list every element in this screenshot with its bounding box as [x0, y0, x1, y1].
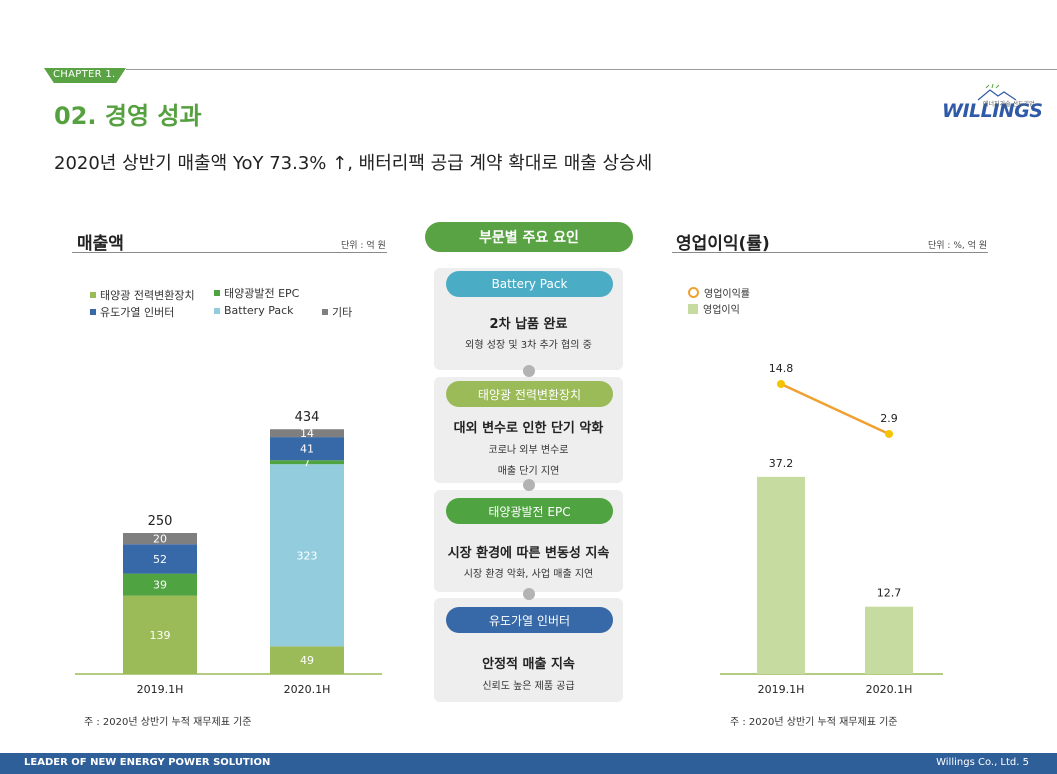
profit-title: 영업이익(률)	[676, 234, 770, 254]
connector-dot	[523, 365, 535, 377]
revenue-bar-segment	[123, 595, 197, 674]
revenue-segment-label: 41	[300, 443, 314, 456]
legend-label: 영업이익	[703, 305, 740, 316]
legend-marker-circle	[688, 287, 699, 298]
revenue-bar-segment	[123, 544, 197, 574]
profit-note: 주 : 2020년 상반기 누적 재무제표 기준	[730, 717, 898, 728]
legend-label: 기타	[332, 306, 353, 319]
legend-swatch	[90, 309, 96, 315]
revenue-segment-label: 20	[153, 533, 167, 546]
factor-headline: 시장 환경에 따른 변동성 지속	[447, 546, 610, 561]
revenue-bar-segment	[270, 429, 344, 438]
page-title: 02. 경영 성과	[54, 102, 202, 130]
legend-label: 태양광 전력변환장치	[100, 289, 195, 302]
revenue-bar-segment	[123, 533, 197, 545]
margin-label: 2.9	[880, 412, 898, 425]
logo-wordmark: WILLINGS	[942, 100, 1043, 122]
revenue-segment-label: 39	[153, 579, 167, 592]
factor-desc: 코로나 외부 변수로	[488, 445, 569, 456]
revenue-bar-segment	[270, 646, 344, 674]
factor-headline: 대외 변수로 인한 단기 악화	[453, 421, 604, 436]
legend-item: 유도가열 인버터	[90, 304, 174, 320]
factors-header: 부문별 주요 요인	[425, 222, 633, 252]
factor-desc: 신뢰도 높은 제품 공급	[482, 681, 575, 692]
factor-desc: 매출 단기 지연	[497, 466, 560, 477]
revenue-segment-label: 139	[150, 629, 171, 642]
margin-point	[885, 429, 893, 438]
revenue-segment-label: 49	[300, 654, 314, 667]
factor-tag: 태양광발전 EPC	[446, 498, 613, 524]
logo-mountain-icon	[977, 83, 1017, 101]
revenue-bar-segment	[270, 464, 344, 647]
footer-bar	[0, 753, 1057, 774]
revenue-note: 주 : 2020년 상반기 누적 재무제표 기준	[84, 717, 252, 728]
legend-swatch	[90, 292, 96, 298]
profit-x-tick: 2019.1H	[758, 683, 805, 696]
profit-bar-label: 12.7	[877, 587, 902, 600]
legend-swatch	[214, 290, 220, 296]
revenue-bar-segment	[270, 437, 344, 461]
legend-swatch	[214, 307, 220, 314]
connector-dot	[523, 479, 535, 491]
revenue-total-label: 434	[295, 410, 320, 425]
revenue-rule	[72, 252, 387, 253]
margin-point	[777, 380, 785, 388]
factor-tag: 태양광 전력변환장치	[446, 381, 613, 407]
legend-item: 태양광 전력변환장치	[90, 287, 195, 303]
revenue-unit: 단위 : 억 원	[341, 241, 386, 251]
revenue-bar-segment	[270, 460, 344, 465]
revenue-x-tick: 2019.1H	[137, 683, 184, 696]
legend-item: 영업이익	[688, 301, 740, 316]
profit-bar	[757, 476, 805, 674]
top-divider	[126, 69, 1057, 70]
legend-item: 태양광발전 EPC	[214, 285, 299, 301]
revenue-bar-segment	[123, 573, 197, 596]
legend-item: 영업이익률	[688, 285, 750, 300]
footer-slogan: LEADER OF NEW ENERGY POWER SOLUTION	[24, 757, 271, 768]
profit-unit: 단위 : %, 억 원	[928, 241, 988, 251]
factor-desc: 외형 성장 및 3차 추가 협의 중	[465, 340, 592, 351]
revenue-segment-label: 323	[297, 549, 318, 562]
factor-tag: Battery Pack	[446, 271, 613, 297]
factor-desc: 시장 환경 악화, 사업 매출 지연	[463, 569, 594, 580]
factor-headline: 안정적 매출 지속	[482, 657, 575, 672]
connector-dot	[523, 588, 535, 600]
logo-tagline: 에너지기술 선도기업	[983, 101, 1035, 108]
legend-swatch	[322, 309, 328, 315]
revenue-segment-label: 14	[300, 427, 314, 440]
revenue-title: 매출액	[77, 234, 124, 254]
margin-label: 14.8	[769, 362, 794, 375]
chapter-tag	[44, 68, 126, 83]
legend-label: Battery Pack	[224, 304, 294, 317]
profit-bar-label: 37.2	[769, 457, 794, 470]
legend-swatch	[688, 303, 698, 314]
revenue-segment-label: 52	[153, 553, 167, 566]
profit-x-tick: 2020.1H	[866, 683, 913, 696]
legend-item: 기타	[322, 304, 352, 320]
legend-item: Battery Pack	[214, 304, 294, 317]
revenue-total-label: 250	[148, 514, 173, 529]
footer-page-info: Willings Co., Ltd. 5	[936, 757, 1029, 768]
legend-label: 태양광발전 EPC	[224, 287, 300, 300]
revenue-segment-label: 7	[304, 456, 311, 469]
chapter-label: CHAPTER 1.	[53, 69, 116, 80]
revenue-chart: 139 39 52 20 250 2019.1H 49 323 741 14 434 2020.1H	[75, 410, 382, 696]
margin-line	[780, 382, 890, 436]
profit-rule	[672, 252, 988, 253]
legend-label: 유도가열 인버터	[100, 306, 175, 319]
factor-tag: 유도가열 인버터	[446, 607, 613, 633]
revenue-x-tick: 2020.1H	[284, 683, 331, 696]
legend-label: 영업이익률	[704, 289, 750, 300]
profit-bar	[865, 606, 913, 674]
logo	[940, 83, 1024, 128]
page-subtitle: 2020년 상반기 매출액 YoY 73.3% ↑, 배터리팩 공급 계약 확대…	[54, 153, 653, 174]
profit-chart: 37.2 2019.1H 12.7 2020.1H 14.8 2.9	[720, 362, 943, 696]
factor-headline: 2차 납품 완료	[489, 317, 568, 332]
